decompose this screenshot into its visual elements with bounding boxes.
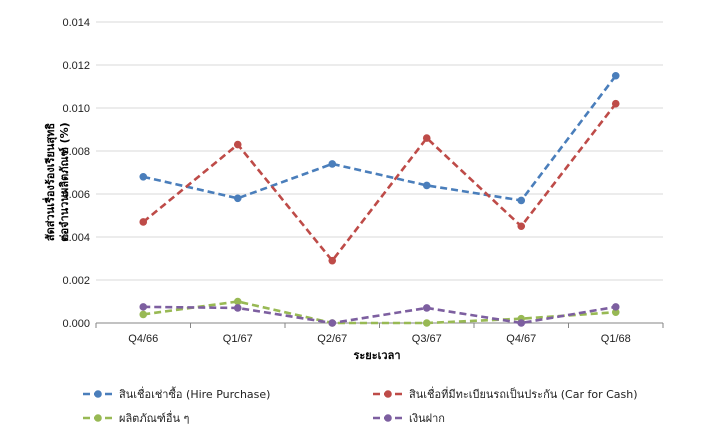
data-point <box>422 134 431 142</box>
legend-swatch-marker <box>94 414 102 422</box>
data-point <box>233 297 242 306</box>
data-point <box>233 194 242 203</box>
x-tick-label: Q1/68 <box>601 333 631 345</box>
series-line <box>142 74 617 202</box>
y-tick-label: 0.004 <box>62 232 90 244</box>
y-axis-title: สัดส่วนเรื่องร้องเรียนสุทธิ ต่อจำนวนผลิต… <box>42 122 71 241</box>
data-point <box>422 304 431 312</box>
series-2 <box>139 99 620 265</box>
data-point <box>517 319 526 327</box>
data-point <box>611 99 620 108</box>
data-point <box>422 181 431 190</box>
data-point <box>517 196 526 205</box>
y-tick-label: 0.006 <box>62 189 90 201</box>
legend-label: สินเชื่อที่มีทะเบียนรถเป็นประกัน (Car fo… <box>409 386 638 401</box>
x-tick-label: Q3/67 <box>412 333 442 345</box>
y-tick-label: 0.008 <box>62 146 90 158</box>
legend-item: สินเชื่อเช่าซื้อ (Hire Purchase) <box>83 386 270 401</box>
series-layer <box>139 71 620 327</box>
legend: สินเชื่อเช่าซื้อ (Hire Purchase) สินเชื่อ… <box>83 386 638 425</box>
data-point <box>328 160 337 168</box>
y-axis-title-line-1: สัดส่วนเรื่องร้องเรียนสุทธิ <box>42 123 58 241</box>
x-tick-label: Q1/67 <box>223 333 253 345</box>
y-axis-ticks: 0.000 0.002 0.004 0.006 0.008 0.010 0.012 0.014 <box>62 17 90 330</box>
series-4 <box>139 303 620 327</box>
series-line <box>143 300 616 325</box>
series-line <box>142 102 617 263</box>
y-tick-label: 0.010 <box>62 103 90 115</box>
x-tick-label: Q4/66 <box>128 333 158 345</box>
data-point <box>328 319 337 327</box>
legend-swatch-marker <box>384 390 392 398</box>
data-point <box>611 71 620 80</box>
y-tick-label: 0.002 <box>62 275 90 287</box>
data-point <box>517 222 526 231</box>
x-tick-label: Q2/67 <box>317 333 347 345</box>
y-tick-label: 0.000 <box>62 318 90 330</box>
y-tick-label: 0.012 <box>62 60 90 72</box>
data-point <box>611 308 620 317</box>
x-axis-ticks: Q4/66 Q1/67 Q2/67 Q3/67 Q4/67 Q1/68 <box>95 323 664 345</box>
legend-label: เงินฝาก <box>409 412 445 425</box>
y-tick-label: 0.014 <box>62 17 90 29</box>
data-point <box>139 173 148 181</box>
data-point <box>139 303 148 311</box>
series-line <box>143 305 616 325</box>
legend-item: ผลิตภัณฑ์อื่น ๆ <box>83 410 190 425</box>
data-point <box>611 303 620 311</box>
data-point <box>422 319 431 327</box>
data-point <box>139 218 148 226</box>
data-point <box>328 256 337 265</box>
legend-swatch-marker <box>94 390 102 398</box>
legend-label: ผลิตภัณฑ์อื่น ๆ <box>119 410 190 425</box>
data-point <box>233 304 242 312</box>
series-3 <box>139 297 620 327</box>
legend-item: เงินฝาก <box>373 412 445 425</box>
series-1 <box>139 71 620 205</box>
data-point <box>139 310 148 319</box>
legend-swatch-marker <box>384 414 392 422</box>
data-point <box>233 140 242 149</box>
legend-label: สินเชื่อเช่าซื้อ (Hire Purchase) <box>119 386 271 401</box>
legend-item: สินเชื่อที่มีทะเบียนรถเป็นประกัน (Car fo… <box>373 386 638 401</box>
x-tick-label: Q4/67 <box>506 333 536 345</box>
grid-lines <box>96 21 663 324</box>
x-axis-title: ระยะเวลา <box>353 349 400 362</box>
y-axis-title-line-2: ต่อจำนวนผลิตภัณฑ์ (%) <box>58 122 71 241</box>
